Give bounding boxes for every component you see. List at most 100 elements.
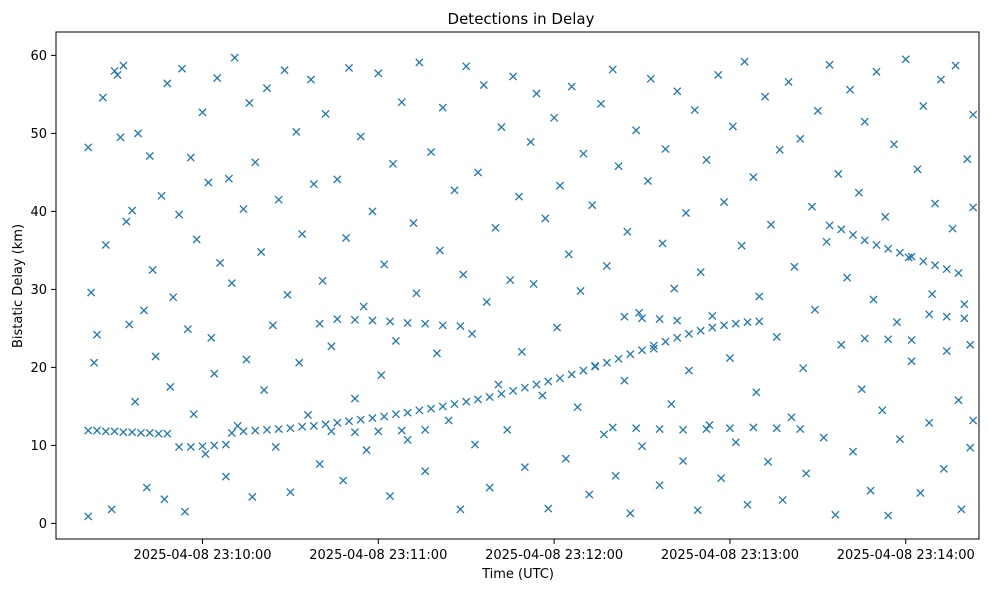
data-point (142, 483, 151, 492)
data-point (101, 427, 110, 436)
data-point (84, 143, 93, 152)
data-point (661, 337, 670, 346)
data-point (913, 165, 922, 174)
data-point (450, 400, 459, 409)
data-point (166, 382, 175, 391)
data-point (189, 410, 198, 419)
data-point (655, 314, 664, 324)
data-point (954, 396, 963, 405)
data-point (567, 370, 576, 379)
data-point (532, 89, 541, 98)
data-point (485, 483, 494, 492)
data-point (837, 340, 846, 349)
data-point (904, 253, 913, 262)
data-point (579, 366, 588, 375)
data-point (204, 178, 213, 187)
data-point (385, 492, 395, 501)
data-point (743, 318, 752, 327)
data-point (892, 318, 902, 327)
data-point (544, 377, 553, 386)
data-point (960, 300, 969, 309)
data-point (740, 57, 749, 66)
data-point (462, 397, 471, 406)
data-point (843, 273, 852, 282)
data-point (737, 241, 746, 250)
data-point (608, 65, 617, 74)
data-point (368, 207, 377, 216)
data-point (775, 145, 784, 154)
x-axis: 2025-04-08 23:10:00 2025-04-08 23:11:00 20… (133, 539, 975, 563)
data-point (101, 240, 110, 249)
data-point (673, 333, 682, 342)
data-point (969, 416, 978, 425)
data-point (509, 72, 518, 81)
data-point (731, 438, 740, 447)
data-point (526, 137, 535, 147)
data-point (350, 315, 359, 324)
data-point (702, 155, 711, 164)
data-point (596, 99, 606, 108)
data-point (128, 428, 137, 437)
data-point (854, 188, 863, 197)
data-point (468, 329, 477, 338)
data-point (825, 221, 834, 230)
data-point (655, 481, 664, 490)
data-point (866, 486, 875, 495)
data-point (626, 350, 635, 359)
data-point (116, 133, 125, 142)
data-point (271, 442, 280, 452)
data-point (421, 467, 430, 476)
data-point (506, 275, 515, 285)
chart-title: Detections in Delay (448, 10, 595, 28)
data-point (262, 425, 272, 434)
data-point (681, 208, 691, 218)
data-point (872, 240, 881, 249)
data-point (274, 424, 283, 434)
data-point (421, 425, 430, 434)
data-point (649, 341, 658, 350)
data-point (611, 471, 620, 480)
data-point (720, 197, 729, 207)
data-point (450, 186, 459, 195)
data-point (298, 422, 307, 431)
data-point (213, 73, 222, 83)
data-point (787, 413, 796, 422)
data-point (391, 336, 400, 345)
data-point (667, 400, 676, 409)
data-point (799, 364, 808, 373)
data-point (119, 61, 128, 70)
x-tick-label: 2025-04-08 23:11:00 (309, 548, 447, 563)
data-point (796, 134, 805, 143)
data-point (388, 159, 398, 168)
plot-frame (55, 31, 980, 540)
data-point (230, 53, 239, 62)
data-point (113, 70, 122, 79)
scatter-markers (84, 53, 978, 521)
data-point (183, 325, 192, 334)
data-point (848, 447, 858, 456)
data-point (752, 388, 761, 397)
data-point (825, 60, 834, 69)
data-point (145, 151, 154, 161)
data-point (930, 199, 940, 208)
data-point (412, 289, 421, 298)
data-point (435, 246, 444, 255)
data-point (960, 314, 969, 323)
data-point (98, 93, 107, 102)
data-point (198, 108, 207, 117)
y-axis-label: Bistatic Delay (km) (11, 224, 26, 348)
data-point (350, 394, 359, 403)
data-point (397, 426, 406, 435)
data-point (550, 113, 559, 122)
data-point (292, 127, 301, 136)
data-point (128, 206, 137, 215)
data-point (227, 428, 236, 437)
data-point (283, 290, 292, 299)
data-point (928, 290, 937, 299)
data-point (470, 440, 480, 449)
data-point (180, 507, 189, 516)
data-point (251, 426, 260, 435)
data-point (391, 410, 400, 419)
data-point (591, 361, 600, 370)
data-point (110, 427, 119, 436)
